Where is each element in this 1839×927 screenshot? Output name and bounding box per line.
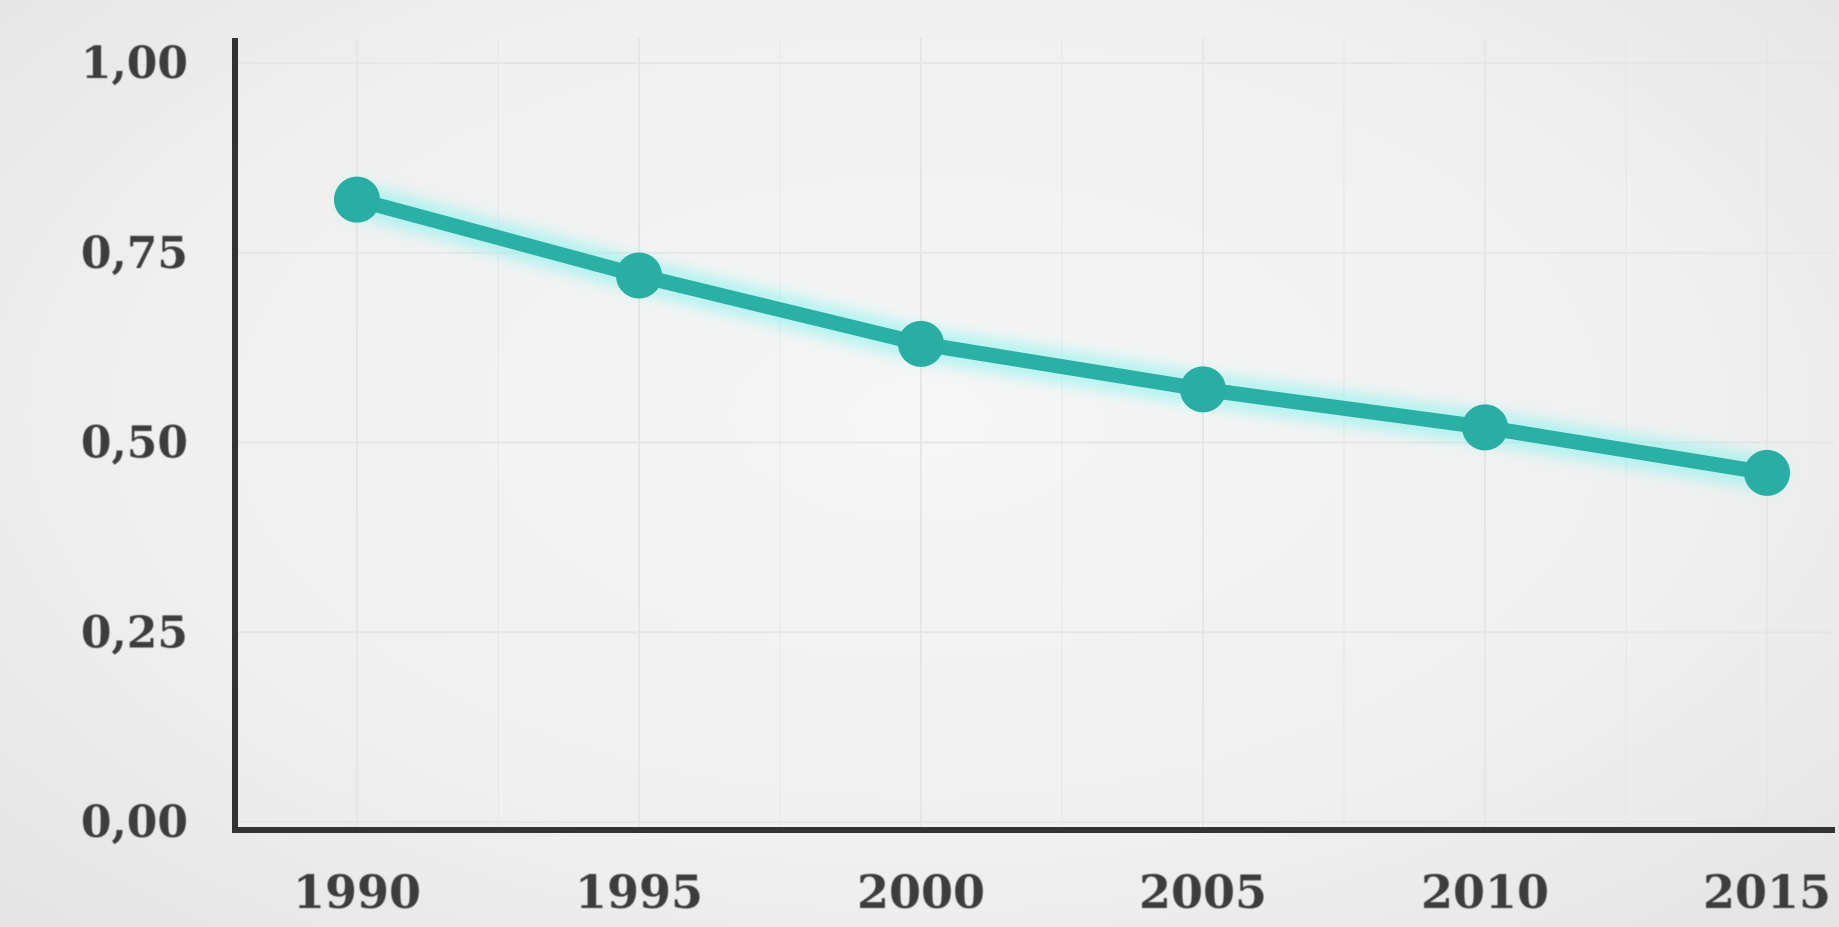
y-tick-label: 1,00 (81, 38, 188, 89)
x-tick-label: 2015 (1703, 865, 1831, 919)
x-tick-label: 2005 (1139, 865, 1267, 919)
y-tick-label: 0,50 (81, 418, 188, 469)
data-point-1995 (616, 252, 662, 299)
x-tick-label: 1990 (293, 865, 421, 919)
data-point-2005 (1180, 366, 1226, 413)
data-point-2010 (1462, 404, 1508, 451)
y-tick-label: 0,00 (81, 797, 188, 848)
y-tick-label: 0,25 (81, 607, 188, 658)
axes (232, 38, 1835, 833)
x-tick-label: 2000 (857, 865, 985, 919)
y-tick-label: 0,75 (81, 228, 188, 279)
x-tick-labels: 1990 1995 2000 2005 2010 2015 (293, 865, 1831, 919)
series-layer (334, 176, 1790, 496)
data-point-2015 (1744, 449, 1790, 496)
y-tick-labels: 0,00 0,25 0,50 0,75 1,00 (81, 38, 188, 848)
series-line (349, 192, 1775, 481)
x-tick-label: 2010 (1421, 865, 1549, 919)
x-tick-label: 1995 (575, 865, 703, 919)
data-point-1990 (334, 176, 380, 223)
data-point-2000 (898, 320, 944, 367)
